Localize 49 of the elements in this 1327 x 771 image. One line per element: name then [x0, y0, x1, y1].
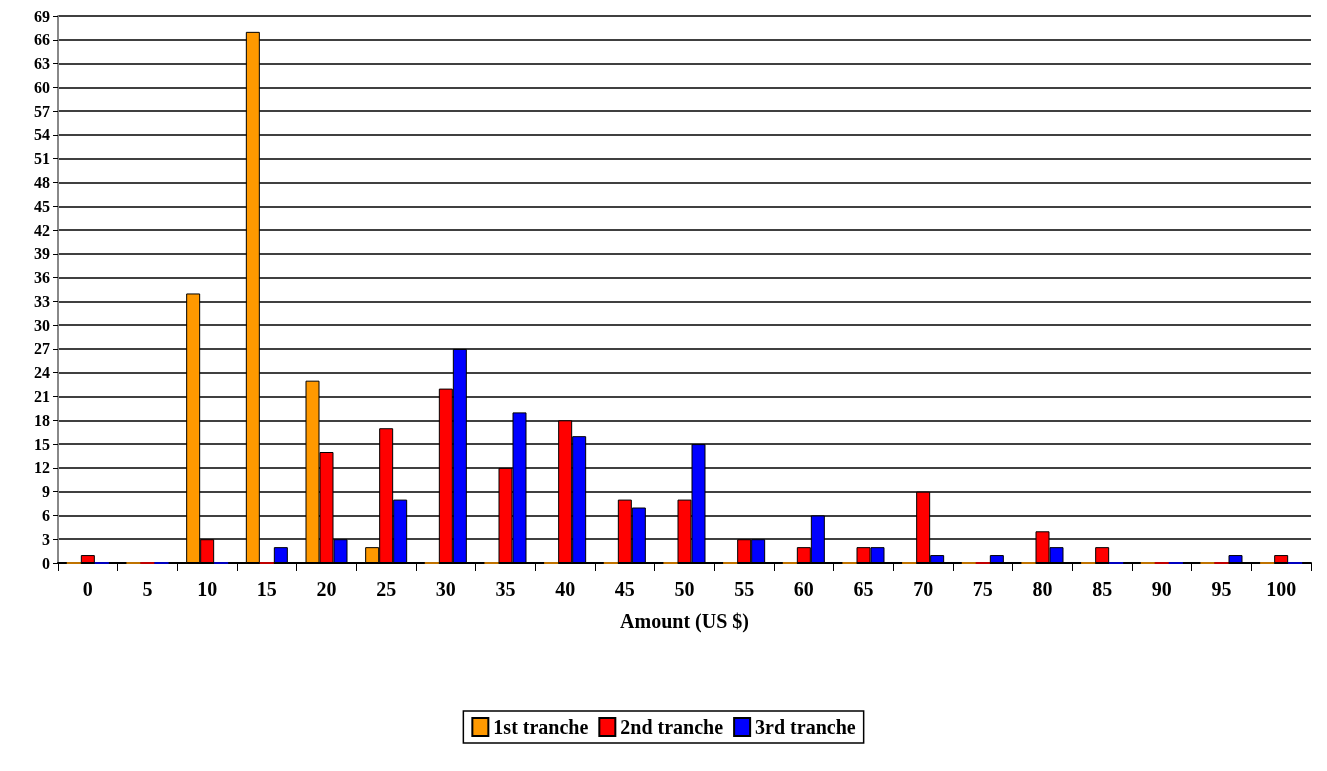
y-tick-label: 21 — [34, 388, 50, 406]
y-tick-label: 48 — [34, 173, 50, 191]
y-tick-label: 66 — [34, 31, 50, 49]
y-tick-label: 24 — [34, 364, 50, 382]
x-tick-label: 20 — [316, 578, 337, 600]
x-tick-label: 30 — [435, 578, 456, 600]
y-tick-label: 3 — [42, 530, 50, 548]
y-tick-label: 45 — [34, 197, 50, 215]
x-tick-label: 40 — [555, 578, 576, 600]
x-tick-label: 10 — [197, 578, 218, 600]
x-tick-label: 60 — [793, 578, 814, 600]
x-tick-label: 45 — [614, 578, 635, 600]
y-tick-label: 12 — [34, 459, 50, 477]
x-tick-label: 90 — [1151, 578, 1172, 600]
y-tick-label: 42 — [34, 221, 50, 239]
x-tick-label: 0 — [82, 578, 93, 600]
x-axis-title: Amount (US $) — [620, 610, 749, 633]
y-tick-label: 6 — [42, 506, 50, 524]
y-tick-label: 33 — [34, 292, 50, 310]
legend-label: 1st tranche — [493, 716, 589, 738]
y-tick-label: 51 — [34, 150, 50, 168]
y-tick-label: 69 — [34, 7, 50, 25]
x-tick-label: 80 — [1032, 578, 1053, 600]
x-tick-label: 70 — [913, 578, 934, 600]
y-tick-label: 27 — [34, 340, 50, 358]
y-tick-label: 63 — [34, 55, 50, 73]
x-tick-label: 85 — [1092, 578, 1113, 600]
legend-label: 3rd tranche — [755, 716, 856, 738]
y-tick-label: 60 — [34, 78, 50, 96]
x-tick-label: 15 — [256, 578, 277, 600]
x-tick-label: 50 — [674, 578, 695, 600]
y-tick-label: 15 — [34, 435, 50, 453]
y-tick-label: 57 — [34, 102, 50, 120]
y-tick-label: 30 — [34, 316, 50, 334]
legend-label: 2nd tranche — [620, 716, 724, 738]
x-tick-label: 95 — [1211, 578, 1232, 600]
x-tick-label: 35 — [495, 578, 516, 600]
x-tick-label: 55 — [734, 578, 755, 600]
y-tick-label: 18 — [34, 411, 50, 429]
y-tick-label: 54 — [34, 126, 50, 144]
y-tick-label: 0 — [42, 554, 50, 572]
y-tick-label: 36 — [34, 269, 50, 287]
y-tick-label: 39 — [34, 245, 50, 263]
y-tick-label: 9 — [42, 483, 50, 501]
x-tick-label: 65 — [853, 578, 874, 600]
x-tick-label: 100 — [1266, 578, 1297, 600]
x-tick-label: 75 — [972, 578, 993, 600]
x-tick-label: 5 — [142, 578, 153, 600]
x-tick-label: 25 — [376, 578, 397, 600]
